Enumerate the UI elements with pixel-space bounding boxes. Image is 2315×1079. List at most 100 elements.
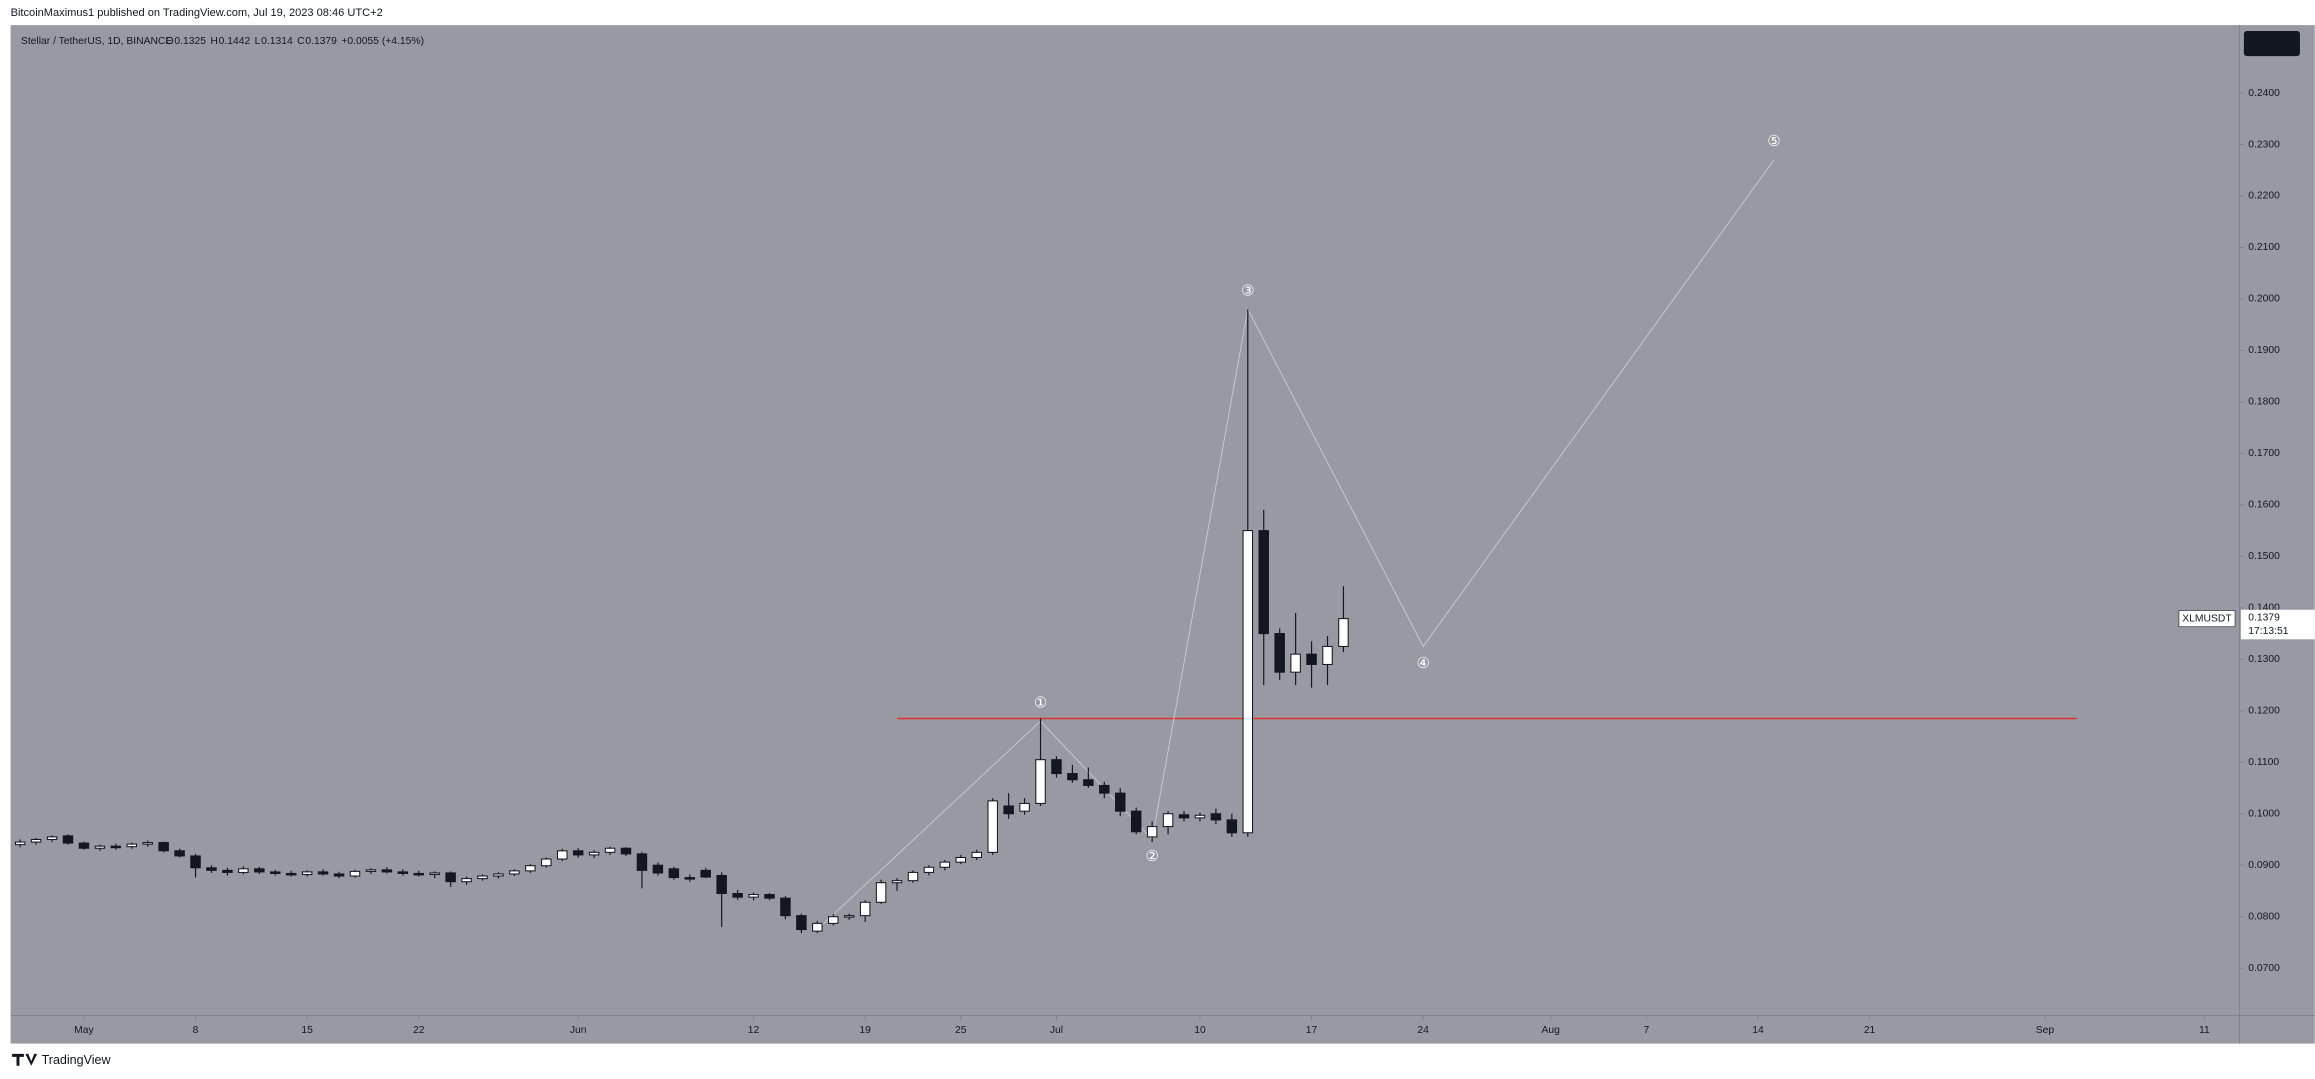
candle-body — [62, 835, 74, 844]
candle-body — [1003, 805, 1014, 815]
legend-item: O — [166, 36, 174, 47]
time-axis — [10, 1015, 2315, 1044]
candle-body — [1290, 653, 1301, 673]
candle-body — [461, 878, 472, 883]
candle-body — [1210, 813, 1222, 821]
candle-body — [365, 869, 377, 872]
candle-body — [620, 847, 632, 855]
x-tick-label: 25 — [955, 1025, 967, 1036]
legend-symbol: Stellar / TetherUS, 1D, BINANCE — [21, 36, 172, 47]
candle-body — [652, 864, 664, 874]
wave-label: ④ — [1417, 656, 1430, 672]
candle-body — [445, 872, 456, 883]
candle-body — [493, 873, 504, 877]
legend-item: 0.1314 — [261, 36, 293, 47]
candle-body — [748, 894, 759, 898]
y-tick-label: 0.1400 — [2248, 603, 2280, 614]
candle-body — [46, 836, 58, 840]
x-tick-label: 19 — [859, 1025, 871, 1036]
candle-body — [190, 855, 201, 869]
x-tick-label: Jul — [1050, 1025, 1063, 1036]
y-tick-label: 0.2000 — [2248, 294, 2280, 305]
candle-body — [556, 850, 568, 860]
y-tick-label: 0.0700 — [2248, 963, 2280, 974]
y-tick-label: 0.2300 — [2248, 139, 2280, 150]
y-tick-label: 0.1600 — [2248, 500, 2280, 511]
y-tick-label: 0.1900 — [2248, 345, 2280, 356]
candle-body — [30, 838, 42, 843]
candle-body — [1035, 759, 1046, 804]
candle-body — [1242, 530, 1254, 834]
plot: 0.0700 0.0800 0.0900 0.1000 0.1100 0.1200 0.13… — [14, 88, 2315, 1036]
y-tick-label: 0.1800 — [2248, 397, 2280, 408]
x-tick-label: Sep — [2036, 1025, 2055, 1036]
y-tick-label: 0.1500 — [2248, 551, 2280, 562]
y-tick-label: 0.1100 — [2248, 757, 2279, 768]
candle-body — [636, 853, 648, 871]
candle-body — [1051, 759, 1062, 775]
x-tick-label: May — [74, 1025, 94, 1036]
candle-body — [907, 871, 919, 882]
candle-body — [477, 875, 488, 880]
candle-body — [142, 842, 153, 845]
y-tick-label: 0.1300 — [2248, 654, 2280, 665]
candle-body — [381, 869, 393, 873]
candle-body — [509, 870, 520, 875]
candle-body — [349, 870, 361, 877]
x-tick-label: 24 — [1417, 1025, 1429, 1036]
candle-body — [94, 845, 106, 849]
legend: O 0.1325 H 0.1442 L 0.1314 C 0.1379 +0.0055 (+4.… — [166, 36, 424, 47]
candle-body — [1338, 618, 1349, 647]
legend-item: 0.1379 — [305, 36, 337, 47]
candle-body — [1019, 802, 1030, 812]
candle-body — [174, 850, 185, 857]
legend-item: 0.1325 — [174, 36, 206, 47]
candle-body — [541, 858, 552, 867]
y-tick-label: 0.1000 — [2248, 808, 2280, 819]
candle-body — [158, 842, 169, 852]
y-tick-label: 0.2100 — [2248, 242, 2280, 253]
candle-body — [285, 872, 297, 876]
candle-body — [604, 847, 616, 853]
candle-body — [1130, 810, 1142, 833]
candle-body — [78, 842, 90, 849]
y-tick-label: 0.2200 — [2248, 191, 2280, 202]
x-tick-label: 12 — [748, 1025, 760, 1036]
candle-body — [1178, 814, 1190, 819]
legend-item: 0.1442 — [219, 36, 251, 47]
candle-body — [333, 873, 345, 877]
candle-body — [939, 861, 951, 868]
candle-body — [780, 897, 791, 917]
price-axis — [2239, 25, 2315, 1016]
x-tick-label: 15 — [301, 1025, 313, 1036]
candle-body — [987, 800, 998, 853]
candle-body — [700, 869, 711, 878]
candle-body — [1322, 645, 1333, 665]
x-tick-label: 22 — [413, 1025, 425, 1036]
candle-body — [588, 851, 600, 856]
candle-body — [828, 916, 839, 924]
candle-body — [923, 866, 935, 873]
symbol-tag-text: XLMUSDT — [2182, 613, 2232, 624]
x-tick-label: 14 — [1752, 1025, 1764, 1036]
candle-body — [796, 915, 807, 931]
candle-body — [955, 856, 967, 863]
plot-background — [10, 25, 2240, 1016]
candle-body — [875, 882, 887, 903]
price-tag-price: 0.1379 — [2248, 613, 2280, 624]
candle-body — [301, 871, 313, 875]
candle-body — [684, 877, 696, 880]
x-tick-label: 10 — [1194, 1025, 1206, 1036]
legend-item: L — [255, 36, 261, 47]
y-tick-label: 0.0900 — [2248, 860, 2280, 871]
candle-body — [1162, 813, 1174, 828]
candle-body — [126, 843, 138, 848]
candle-body — [1099, 784, 1110, 794]
toolbar-button[interactable] — [2243, 30, 2300, 57]
x-tick-label: Aug — [1542, 1025, 1561, 1036]
wave-label: ⑤ — [1767, 134, 1780, 150]
symbol-tag — [2178, 610, 2236, 628]
y-tick-label: 0.1700 — [2248, 448, 2280, 459]
candle-body — [270, 871, 281, 874]
candle-body — [1083, 779, 1094, 786]
